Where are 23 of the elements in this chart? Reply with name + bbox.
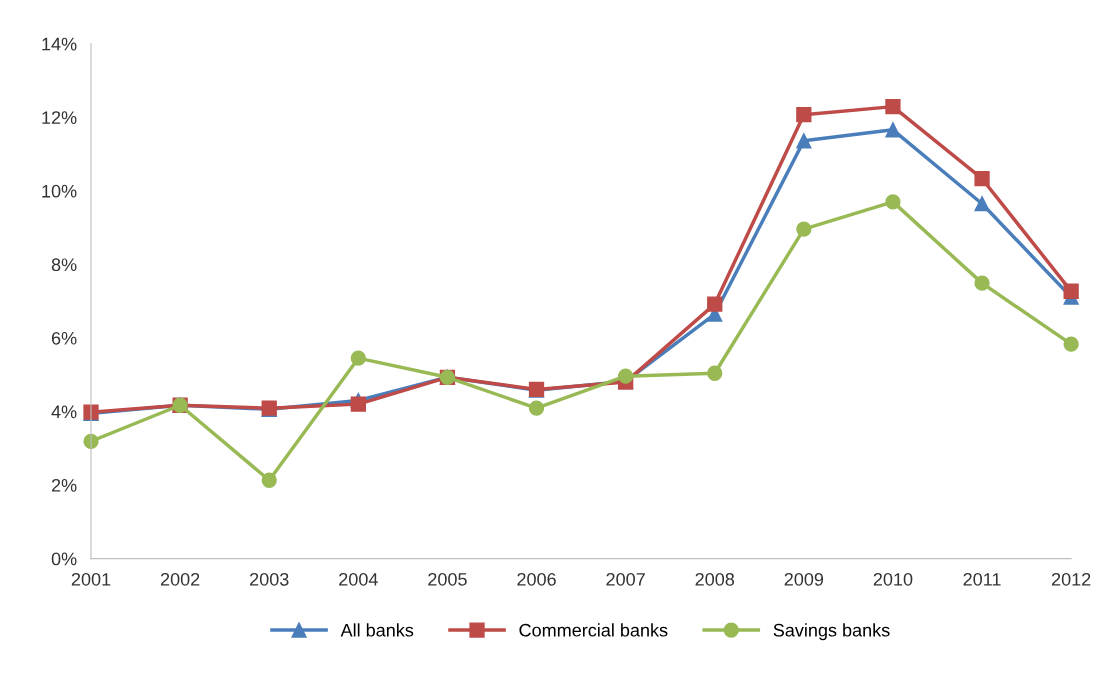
y-tick-label: 2% [51, 478, 77, 492]
x-tick-label: 2007 [606, 572, 645, 586]
x-tick-label: 2005 [428, 572, 467, 586]
y-tick-label: 12% [42, 111, 77, 124]
x-tick-label: 2012 [1051, 572, 1091, 586]
y-tick-label: 4% [51, 405, 77, 419]
legend-label: Savings banks [773, 623, 890, 641]
y-tick-label: 14% [42, 37, 77, 51]
x-tick-label: 2002 [160, 572, 200, 586]
x-tick-label: 2003 [250, 572, 289, 586]
y-tick-label: 0% [51, 552, 77, 566]
x-tick-label: 2004 [339, 572, 378, 586]
legend-label: Commercial banks [519, 623, 668, 637]
legend-label: All banks [340, 623, 414, 637]
x-tick-label: 2008 [695, 572, 735, 586]
x-tick-label: 2009 [784, 572, 824, 586]
x-tick-label: 2001 [71, 572, 111, 586]
x-tick-label: 2011 [963, 572, 1001, 586]
y-tick-label: 6% [51, 331, 77, 345]
y-tick-label: 8% [51, 258, 77, 272]
x-tick-label: 2006 [517, 572, 556, 586]
x-tick-label: 2010 [873, 572, 913, 586]
y-tick-label: 10% [42, 184, 77, 198]
